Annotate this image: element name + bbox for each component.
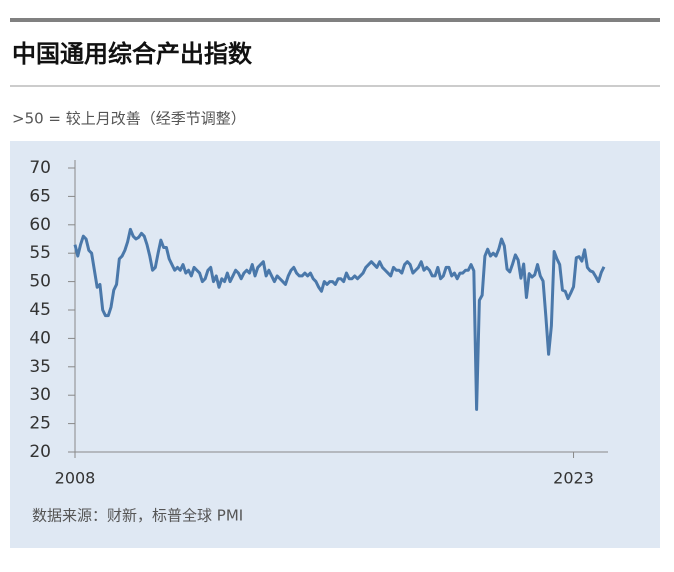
x-tick-label: 2023 xyxy=(553,469,594,488)
y-tick-label: 70 xyxy=(29,158,51,178)
subtitle: >50 = 较上月改善（经季节调整） xyxy=(12,110,246,128)
chart-title: 中国通用综合产出指数 xyxy=(12,40,253,68)
y-tick-label: 65 xyxy=(29,186,51,206)
y-tick-label: 20 xyxy=(29,442,51,462)
y-tick-label: 50 xyxy=(29,272,51,292)
data-line xyxy=(73,227,606,411)
x-tick-label: 2008 xyxy=(55,469,96,488)
y-tick-label: 40 xyxy=(29,328,51,348)
plot-panel xyxy=(10,141,660,548)
source-note: 数据来源：财新，标普全球 PMI xyxy=(32,507,243,525)
y-tick-label: 25 xyxy=(29,414,51,434)
y-tick-label: 35 xyxy=(29,357,51,377)
y-tick-label: 55 xyxy=(29,243,51,263)
y-tick-label: 30 xyxy=(29,385,51,405)
top-rule xyxy=(10,18,660,22)
y-tick-label: 60 xyxy=(29,215,51,235)
y-tick-label: 45 xyxy=(29,300,51,320)
